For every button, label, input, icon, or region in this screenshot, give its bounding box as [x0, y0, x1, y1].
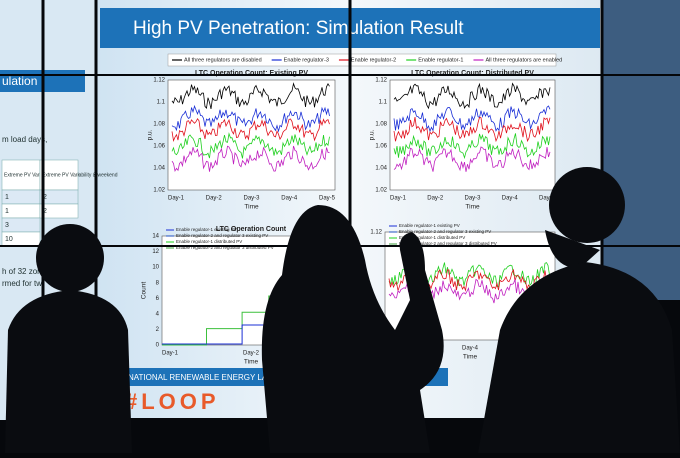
table-cell [39, 159, 79, 191]
waveform [393, 133, 551, 160]
y-tick-label: 1.08 [375, 122, 387, 128]
legend-label: Enable regulator-2 and regulator 3 distr… [399, 241, 497, 246]
waveform [171, 82, 330, 110]
left-note: h of 32 zon [2, 267, 42, 276]
x-tick-label: Day-2 [427, 196, 444, 202]
x-tick-label: Day-5 [539, 196, 556, 202]
panel-title: LTC Operation Count: Existing PV [195, 70, 308, 77]
legend-label: All three regulators are enabled [485, 57, 562, 63]
y-tick-label: 4 [156, 311, 160, 317]
panel-title: LTC Operation Count [216, 226, 287, 233]
legend-label: All three regulators are disabled [184, 57, 262, 63]
y-tick-label: 1.12 [375, 78, 387, 84]
legend-label: Enable regulator-1 existing PV [399, 223, 460, 228]
x-tick-label: Day-2 [206, 196, 223, 202]
waveform [393, 105, 551, 133]
waveform [393, 146, 551, 172]
legend-label: Enable regulator-3 [284, 57, 329, 63]
silhouettes [5, 167, 680, 453]
table-cell-text: 3 [5, 222, 9, 229]
table-cell-text: 2 [43, 208, 47, 215]
x-tick-label: Day-5 [319, 196, 336, 202]
legend-label: Enable regulator-2 and regulator 3 exist… [176, 233, 268, 238]
legend-label: Enable regulator-2 and regulator 3 distr… [176, 245, 274, 250]
legend-label: Enable regulator-2 and regulator 3 exist… [399, 229, 491, 234]
left-banner-text: ulation [2, 74, 37, 88]
y-tick-label: 1.12 [370, 230, 382, 236]
x-tick-label: Day-4 [502, 196, 519, 202]
legend-label: Enable regulator-1 distributed PV [176, 239, 242, 244]
table-cell-text: 1 [5, 208, 9, 215]
y-tick-label: 2 [156, 327, 160, 333]
waveform [171, 104, 330, 133]
table-cell-text: 1 [5, 194, 9, 201]
footer: NATIONAL RENEWABLE ENERGY LABO [128, 373, 279, 382]
waveform [171, 118, 330, 142]
y-tick-label: 1.02 [375, 188, 387, 194]
table-cell [39, 203, 79, 219]
x-axis-label: Time [244, 204, 259, 211]
table-cell-text: 2 [43, 194, 47, 201]
table-header: Extreme PV Variability & weekend [42, 172, 118, 178]
y-tick-label: 1.02 [153, 188, 165, 194]
waveform [171, 132, 330, 159]
x-tick-label: Day-1 [162, 351, 179, 357]
y-tick-label: 1.1 [379, 100, 388, 106]
y-tick-label: 12 [152, 249, 159, 255]
x-tick-label: Day-1 [390, 196, 407, 202]
y-tick-label: 1.06 [153, 144, 165, 150]
x-tick-label: Day-4 [462, 346, 479, 352]
y-tick-label: 8 [156, 280, 160, 286]
x-tick-label: Day-3 [464, 196, 481, 202]
step-line [162, 324, 269, 345]
plot-area [167, 79, 336, 191]
y-tick-label: 1.1 [157, 100, 166, 106]
x-tick-label: Day-2 [243, 351, 260, 357]
waveform [393, 116, 551, 143]
legend-label: Enable regulator-1 distributed PV [399, 235, 465, 240]
y-axis-label: p.u. [369, 129, 376, 140]
x-tick-label: Day-1 [168, 196, 185, 202]
y-axis-label: Count [141, 282, 148, 300]
x-axis-label: Time [463, 354, 478, 361]
legend-box [167, 53, 557, 67]
panel-title: LTC Operation Count: Distributed PV [411, 70, 534, 77]
y-tick-label: 0 [156, 343, 160, 349]
y-tick-label: 14 [152, 234, 159, 240]
slide-title: High PV Penetration: Simulation Result [133, 18, 464, 39]
y-tick-label: 1.04 [153, 166, 165, 172]
x-tick-label: Day-4 [281, 196, 298, 202]
x-axis-label: Time [244, 359, 259, 366]
y-tick-label: 1.04 [375, 166, 387, 172]
plot-area [389, 79, 556, 191]
y-tick-label: 6 [156, 296, 160, 302]
right-screen [602, 0, 680, 300]
y-tick-label: 1.06 [375, 144, 387, 150]
left-note: rmed for tw [2, 279, 42, 288]
waveform [171, 145, 330, 173]
y-tick-label: 1.12 [153, 78, 165, 84]
legend-label: Enable regulator-2 [351, 57, 396, 63]
left-text: m load days, [2, 135, 47, 144]
y-axis-label: p.u. [147, 129, 154, 140]
x-axis-label: Time [465, 204, 480, 211]
y-tick-label: 1.08 [153, 122, 165, 128]
waveform [393, 82, 551, 110]
table-cell-text: 10 [5, 236, 13, 243]
x-tick-label: Day-3 [243, 196, 260, 202]
logo: #LOOP [125, 389, 220, 414]
y-tick-label: 10 [152, 265, 159, 271]
legend-label: Enable regulator-1 existing PV [176, 227, 237, 232]
legend-label: Enable regulator-1 [418, 57, 463, 63]
